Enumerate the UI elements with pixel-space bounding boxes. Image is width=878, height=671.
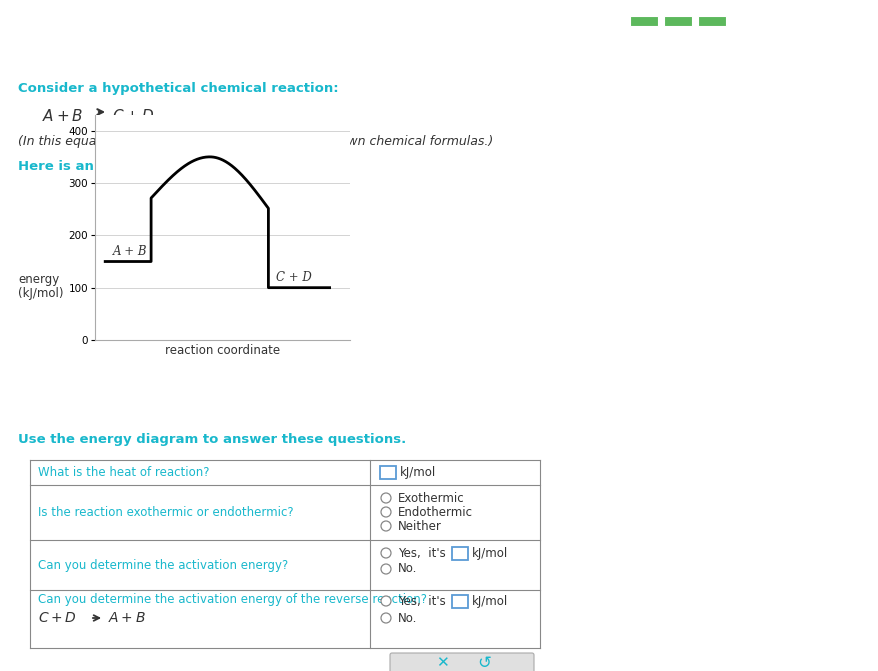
Text: (kJ/mol): (kJ/mol)	[18, 287, 63, 301]
Circle shape	[380, 613, 391, 623]
Text: KINETICS AND EQUILIBRIUM: KINETICS AND EQUILIBRIUM	[50, 9, 167, 17]
Text: $C+D$: $C+D$	[112, 108, 155, 124]
Circle shape	[380, 548, 391, 558]
Text: Interpreting a reaction energy diagram: Interpreting a reaction energy diagram	[50, 19, 326, 32]
Text: Yes,  it's: Yes, it's	[398, 546, 445, 560]
Circle shape	[380, 521, 391, 531]
Bar	[697, 16, 725, 26]
Bar	[630, 16, 658, 26]
Text: ↺: ↺	[477, 654, 491, 671]
Text: (In this equation: (In this equation	[18, 135, 124, 148]
Circle shape	[380, 507, 391, 517]
Circle shape	[380, 493, 391, 503]
Text: kJ/mol: kJ/mol	[471, 595, 507, 607]
Bar	[451, 595, 467, 607]
Text: What is the heat of reaction?: What is the heat of reaction?	[38, 466, 209, 479]
Text: Exothermic: Exothermic	[398, 491, 464, 505]
Text: kJ/mol: kJ/mol	[399, 466, 435, 479]
Text: ✓: ✓	[36, 48, 48, 64]
Text: A, B, C: A, B, C	[130, 135, 174, 148]
Bar	[379, 466, 396, 479]
Text: Can you determine the activation energy of the reverse reaction?: Can you determine the activation energy …	[38, 594, 427, 607]
Text: $C+D$: $C+D$	[38, 611, 76, 625]
Text: 3/5: 3/5	[801, 16, 819, 26]
Text: No.: No.	[398, 611, 417, 625]
Text: Is the reaction exothermic or endothermic?: Is the reaction exothermic or endothermi…	[38, 506, 293, 519]
Bar	[451, 546, 467, 560]
Text: Consider a hypothetical chemical reaction:: Consider a hypothetical chemical reactio…	[18, 82, 338, 95]
Text: Here is an energy diagram for the reaction:: Here is an energy diagram for the reacti…	[18, 160, 344, 173]
Text: Yes,  it's: Yes, it's	[398, 595, 445, 607]
Circle shape	[380, 596, 391, 606]
Text: energy: energy	[18, 274, 59, 287]
Bar	[663, 16, 691, 26]
Text: Neither: Neither	[398, 519, 442, 533]
X-axis label: reaction coordinate: reaction coordinate	[165, 344, 280, 357]
Text: D: D	[197, 135, 206, 148]
Text: A + B: A + B	[112, 245, 148, 258]
Text: Can you determine the activation energy?: Can you determine the activation energy?	[38, 558, 288, 572]
Text: No.: No.	[398, 562, 417, 576]
Text: ✕: ✕	[435, 656, 448, 670]
Bar	[731, 16, 759, 26]
Circle shape	[380, 564, 391, 574]
Text: $A+B$: $A+B$	[108, 611, 146, 625]
Text: $A+B$: $A+B$	[42, 108, 83, 124]
Bar	[765, 16, 793, 26]
Text: and: and	[173, 135, 205, 148]
Text: Endothermic: Endothermic	[398, 505, 472, 519]
Text: kJ/mol: kJ/mol	[471, 546, 507, 560]
Text: Use the energy diagram to answer these questions.: Use the energy diagram to answer these q…	[18, 433, 406, 446]
Text: stand for some unknown chemical formulas.): stand for some unknown chemical formulas…	[206, 135, 493, 148]
Text: C + D: C + D	[276, 271, 312, 285]
FancyBboxPatch shape	[390, 653, 534, 671]
